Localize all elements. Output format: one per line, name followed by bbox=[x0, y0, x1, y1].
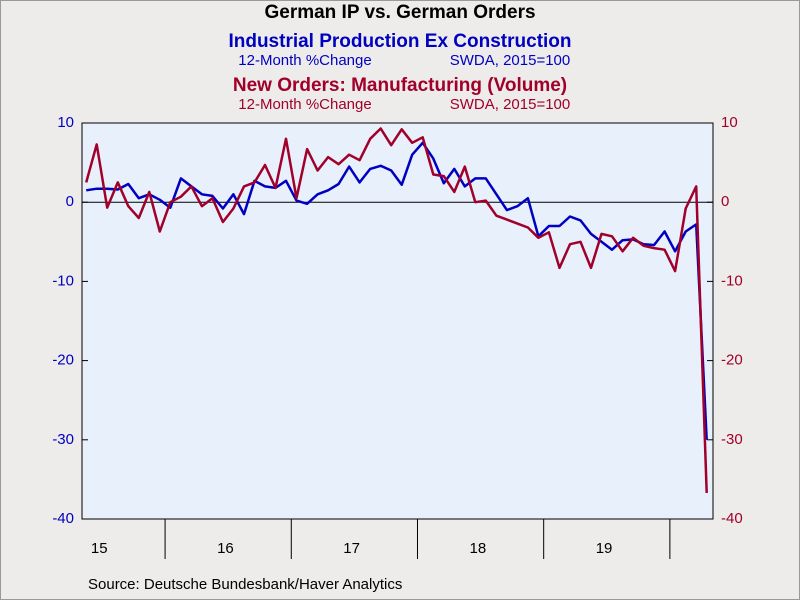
x-tick-label: 16 bbox=[217, 540, 234, 557]
line-series bbox=[86, 141, 708, 440]
source: Source: Deutsche Bundesbank/Haver Analyt… bbox=[88, 576, 402, 593]
y-tick-label: -20 bbox=[52, 352, 74, 369]
x-tick-label: 17 bbox=[343, 540, 360, 557]
plot-area bbox=[81, 122, 714, 520]
y-tick-label: -40 bbox=[52, 510, 74, 527]
y2-tick-label: 10 bbox=[721, 114, 738, 131]
y-tick-label: -30 bbox=[52, 431, 74, 448]
y-tick-label: 10 bbox=[57, 114, 74, 131]
x-tick-label: 18 bbox=[469, 540, 486, 557]
x-tick-label: 19 bbox=[596, 540, 613, 557]
subtitle-basis: SWDA, 2015=100 bbox=[450, 52, 571, 69]
subtitle: Industrial Production Ex Construction bbox=[228, 31, 571, 52]
y2-tick-label: -20 bbox=[721, 352, 743, 369]
line-series bbox=[84, 127, 708, 493]
y-tick-label: -10 bbox=[52, 272, 74, 289]
x-tick-label: 15 bbox=[91, 540, 108, 557]
y-tick-label: 0 bbox=[66, 193, 74, 210]
subtitle-note: 12-Month %Change bbox=[238, 52, 371, 69]
y2-tick-label: -30 bbox=[721, 431, 743, 448]
subtitle-basis: SWDA, 2015=100 bbox=[450, 96, 571, 113]
subtitle-note: 12-Month %Change bbox=[238, 96, 371, 113]
y2-tick-label: -40 bbox=[721, 510, 743, 527]
subtitle: New Orders: Manufacturing (Volume) bbox=[233, 75, 567, 96]
chart-title: German IP vs. German Orders bbox=[264, 2, 535, 23]
y2-tick-label: 0 bbox=[721, 193, 729, 210]
y2-tick-label: -10 bbox=[721, 272, 743, 289]
